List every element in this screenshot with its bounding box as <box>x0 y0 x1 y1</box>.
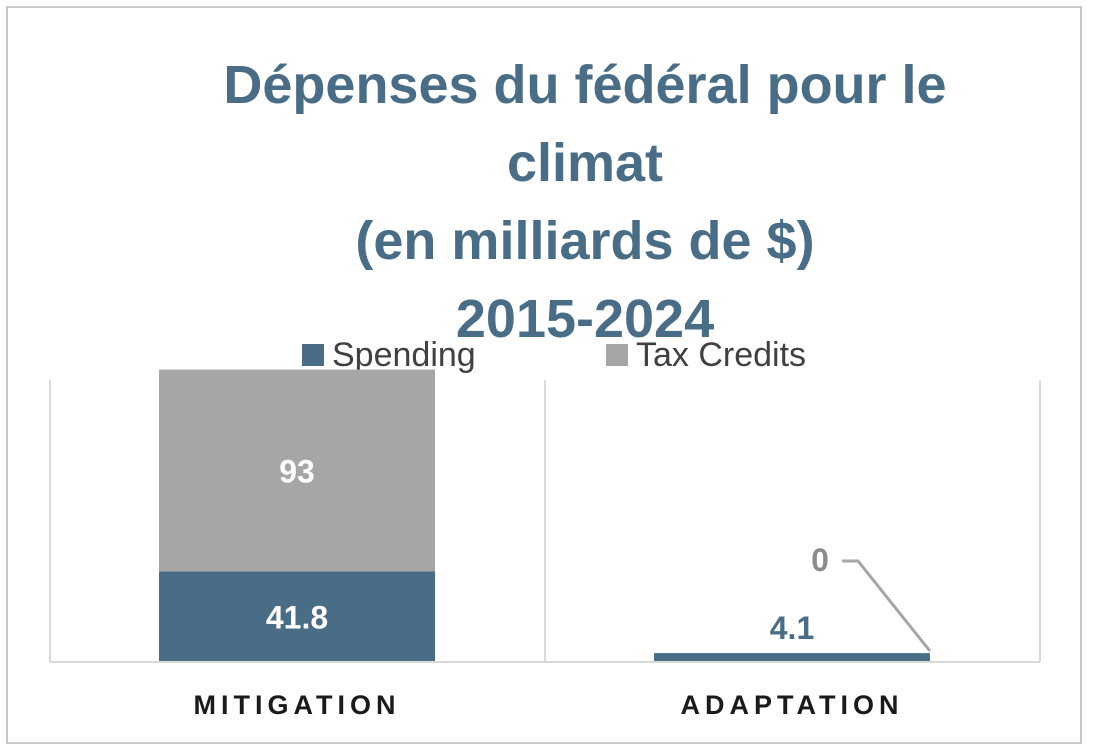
plot-frame <box>49 380 1041 662</box>
data-labels: 41.8 93 4.1 0 <box>266 453 932 653</box>
legend-swatch-tax-credits <box>606 344 628 366</box>
data-label-mitigation-spending: 41.8 <box>266 600 328 636</box>
category-label-adaptation: ADAPTATION <box>681 690 904 720</box>
title-line-3: (en milliards de $) <box>355 211 815 271</box>
category-labels: MITIGATION ADAPTATION <box>194 690 904 720</box>
leader-line-adaptation-tax-credits <box>842 559 932 653</box>
chart-title: Dépenses du fédéral pour le climat (en m… <box>160 46 1010 358</box>
legend-swatch-spending <box>302 344 324 366</box>
legend: Spending Tax Credits <box>302 336 806 374</box>
category-label-mitigation: MITIGATION <box>194 690 401 720</box>
title-line-2: climat <box>506 133 664 193</box>
data-label-mitigation-tax-credits: 93 <box>279 453 315 489</box>
bar-adaptation-spending <box>654 653 930 662</box>
bar-mitigation-tax-credits <box>159 369 435 572</box>
title-line-4: 2015-2024 <box>455 289 715 349</box>
legend-label-tax-credits: Tax Credits <box>636 336 806 374</box>
title-line-1: Dépenses du fédéral pour le <box>223 55 947 115</box>
legend-label-spending: Spending <box>332 336 476 374</box>
data-label-adaptation-tax-credits: 0 <box>811 542 829 578</box>
data-label-adaptation-spending: 4.1 <box>770 610 814 646</box>
bars <box>159 369 930 662</box>
bar-mitigation-spending <box>159 571 435 662</box>
